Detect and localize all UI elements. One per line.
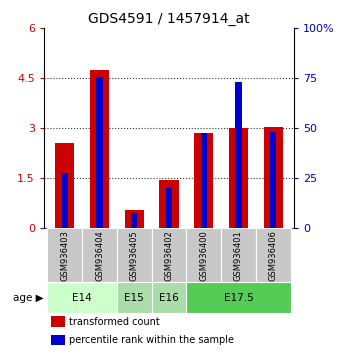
Bar xyxy=(264,127,283,228)
Text: GSM936405: GSM936405 xyxy=(130,230,139,281)
Bar xyxy=(229,129,248,228)
Bar xyxy=(96,77,103,228)
Bar xyxy=(152,282,186,313)
Bar xyxy=(117,282,152,313)
Bar xyxy=(152,228,186,282)
Bar xyxy=(166,188,172,228)
Bar xyxy=(256,228,291,282)
Bar xyxy=(90,70,109,228)
Text: transformed count: transformed count xyxy=(69,316,160,326)
Bar xyxy=(201,133,207,228)
Bar xyxy=(194,133,213,228)
Title: GDS4591 / 1457914_at: GDS4591 / 1457914_at xyxy=(88,12,250,26)
Bar xyxy=(55,143,74,228)
Text: GSM936404: GSM936404 xyxy=(95,230,104,281)
Bar xyxy=(62,173,68,228)
Text: E14: E14 xyxy=(72,293,92,303)
Text: E16: E16 xyxy=(159,293,179,303)
Bar xyxy=(131,213,137,228)
Text: E17.5: E17.5 xyxy=(224,293,254,303)
Bar xyxy=(270,132,276,228)
Text: GSM936402: GSM936402 xyxy=(165,230,173,281)
Bar xyxy=(82,228,117,282)
Bar xyxy=(160,180,178,228)
Text: age ▶: age ▶ xyxy=(13,293,43,303)
Bar xyxy=(51,335,65,345)
Text: percentile rank within the sample: percentile rank within the sample xyxy=(69,335,234,345)
Bar xyxy=(125,210,144,228)
Text: GSM936401: GSM936401 xyxy=(234,230,243,281)
Bar xyxy=(47,228,82,282)
Text: GSM936403: GSM936403 xyxy=(60,230,69,281)
Bar xyxy=(221,228,256,282)
Text: GSM936406: GSM936406 xyxy=(269,230,278,281)
Bar xyxy=(47,282,117,313)
Text: E15: E15 xyxy=(124,293,144,303)
Bar xyxy=(117,228,152,282)
Bar xyxy=(235,82,242,228)
Bar xyxy=(186,282,291,313)
Text: GSM936400: GSM936400 xyxy=(199,230,208,281)
Bar xyxy=(51,316,65,327)
Bar xyxy=(186,228,221,282)
